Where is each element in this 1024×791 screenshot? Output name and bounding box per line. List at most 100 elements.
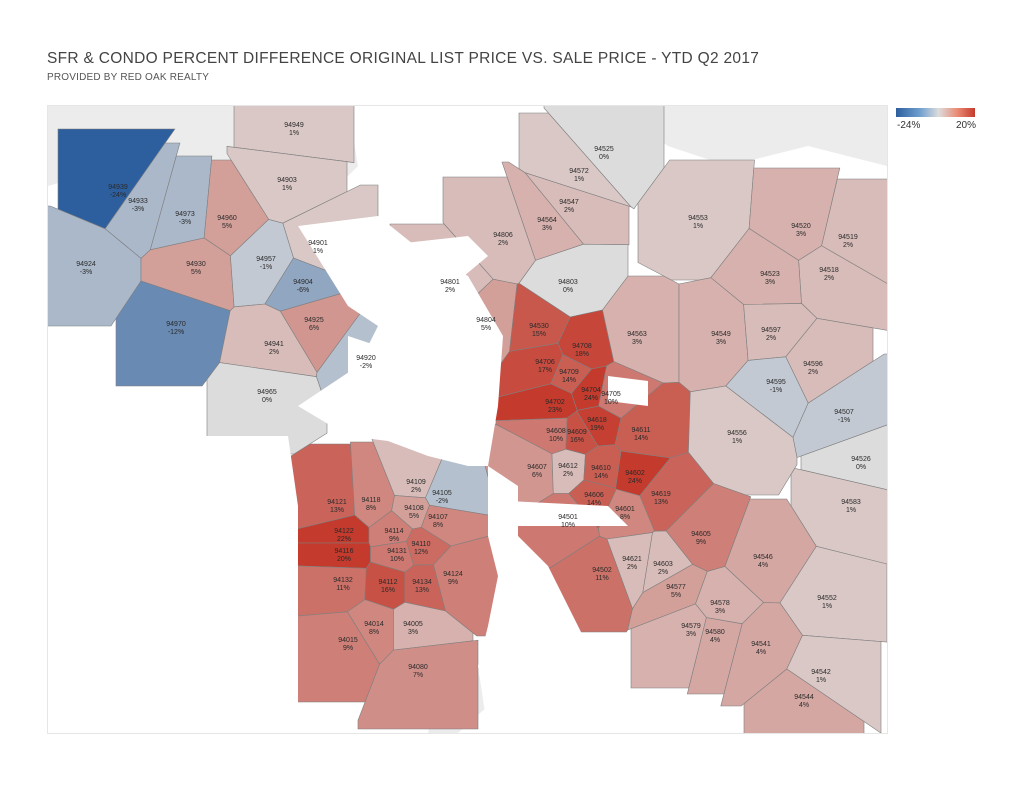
zip-percent-label: 2% — [658, 569, 668, 576]
zip-code-label: 94572 — [569, 168, 589, 175]
zip-region-94519[interactable] — [821, 178, 887, 296]
zip-code-label: 94121 — [327, 499, 347, 506]
zip-code-label: 94124 — [443, 571, 463, 578]
zip-percent-label: 17% — [538, 367, 552, 374]
zip-region-94949[interactable] — [233, 106, 355, 163]
zip-code-label: 94608 — [546, 428, 566, 435]
zip-region-94080[interactable] — [357, 639, 479, 730]
zip-code-label: 94596 — [803, 361, 823, 368]
legend-max-label: 20% — [955, 120, 976, 131]
zip-percent-label: 16% — [570, 437, 584, 444]
zip-code-label: 94605 — [691, 531, 711, 538]
zip-code-label: 94706 — [535, 359, 555, 366]
zip-code-label: 94507 — [834, 409, 854, 416]
zip-percent-label: 1% — [313, 248, 323, 255]
zip-percent-label: 10% — [549, 436, 563, 443]
zip-percent-label: 1% — [693, 223, 703, 230]
zip-code-label: 94606 — [584, 492, 604, 499]
zip-percent-label: 11% — [595, 575, 609, 582]
zip-code-label: 94924 — [76, 261, 96, 268]
zip-percent-label: 3% — [796, 231, 806, 238]
zip-percent-label: 2% — [411, 487, 421, 494]
map-canvas[interactable]: 949491%949031%94939-24%94933-3%94973-3%9… — [48, 106, 887, 733]
zip-percent-label: 13% — [654, 499, 668, 506]
zip-percent-label: 8% — [433, 522, 443, 529]
zip-percent-label: 1% — [574, 176, 584, 183]
zip-percent-label: -12% — [168, 329, 184, 336]
zip-code-label: 94108 — [404, 505, 424, 512]
bay-water-1 — [478, 466, 628, 733]
zip-code-label: 94709 — [559, 369, 579, 376]
zip-percent-label: 4% — [799, 702, 809, 709]
zip-labels: 949491%949031%94939-24%94933-3%94973-3%9… — [76, 122, 871, 709]
zip-percent-label: 2% — [627, 564, 637, 571]
zip-code-label: 94941 — [264, 341, 284, 348]
zip-percent-label: 3% — [686, 631, 696, 638]
zip-code-label: 94520 — [791, 223, 811, 230]
zip-code-label: 94621 — [622, 556, 642, 563]
zip-code-label: 94607 — [527, 464, 547, 471]
zip-code-label: 94107 — [428, 514, 448, 521]
zip-code-label: 94005 — [403, 621, 423, 628]
zip-percent-label: 0% — [262, 397, 272, 404]
zip-code-label: 94804 — [476, 317, 496, 324]
zip-percent-label: 8% — [620, 514, 630, 521]
zip-percent-label: 22% — [337, 536, 351, 543]
zip-percent-label: -3% — [80, 269, 92, 276]
zip-code-label: 94552 — [817, 595, 837, 602]
zip-code-label: 94114 — [385, 528, 404, 535]
zip-code-label: 94556 — [727, 430, 747, 437]
zip-percent-label: 10% — [390, 556, 404, 563]
zip-percent-label: 9% — [389, 536, 399, 543]
zip-percent-label: -2% — [436, 498, 448, 505]
zip-percent-label: 2% — [766, 335, 776, 342]
zip-percent-label: 3% — [408, 629, 418, 636]
zip-code-label: 94105 — [432, 490, 452, 497]
bay-water-6 — [508, 501, 628, 526]
zip-percent-label: 19% — [590, 425, 604, 432]
choropleth-map[interactable]: 94949 1% 94903 1% 94939 -24% 94933 -3% 94973 -3% 9… — [47, 105, 888, 734]
zip-percent-label: 14% — [594, 473, 608, 480]
zip-percent-label: 0% — [599, 154, 609, 161]
zip-percent-label: 12% — [414, 549, 428, 556]
zip-percent-label: 6% — [532, 472, 542, 479]
zip-code-label: 94930 — [186, 261, 206, 268]
map-subtitle: PROVIDED BY RED OAK REALTY — [47, 72, 210, 83]
zip-percent-label: 5% — [222, 223, 232, 230]
zip-code-label: 94118 — [362, 497, 381, 504]
zip-code-label: 94610 — [591, 465, 611, 472]
zip-code-label: 94612 — [558, 463, 578, 470]
zip-code-label: 94116 — [335, 548, 354, 555]
zip-percent-label: 11% — [336, 585, 350, 592]
zip-percent-label: 4% — [710, 637, 720, 644]
zip-percent-label: -1% — [770, 387, 782, 394]
zip-percent-label: 24% — [584, 395, 598, 402]
zip-percent-label: 5% — [481, 325, 491, 332]
zip-code-label: 94618 — [587, 417, 607, 424]
zip-percent-label: 8% — [369, 629, 379, 636]
zip-code-label: 94801 — [440, 279, 460, 286]
zip-region-94544[interactable] — [743, 668, 865, 733]
legend-gradient-bar — [896, 108, 975, 117]
zip-code-label: 94014 — [364, 621, 384, 628]
land-east-hills — [608, 106, 887, 166]
zip-percent-label: 14% — [587, 500, 601, 507]
zip-code-label: 94939 — [108, 184, 128, 191]
zip-code-label: 94901 — [308, 240, 328, 247]
zip-percent-label: 23% — [548, 407, 562, 414]
zip-percent-label: 5% — [409, 513, 419, 520]
zip-percent-label: 1% — [822, 603, 832, 610]
zip-code-label: 94530 — [529, 323, 549, 330]
zip-code-label: 94965 — [257, 389, 277, 396]
zip-percent-label: 3% — [765, 279, 775, 286]
zip-percent-label: 20% — [337, 556, 351, 563]
zip-percent-label: 2% — [564, 207, 574, 214]
zip-region-94525[interactable] — [543, 106, 665, 210]
zip-code-label: 94502 — [592, 567, 612, 574]
zip-percent-label: 3% — [542, 225, 552, 232]
zip-percent-label: 7% — [413, 672, 423, 679]
zip-code-label: 94109 — [406, 479, 426, 486]
zip-percent-label: 4% — [758, 562, 768, 569]
zip-percent-label: -24% — [110, 192, 126, 199]
zip-code-label: 94523 — [760, 271, 780, 278]
